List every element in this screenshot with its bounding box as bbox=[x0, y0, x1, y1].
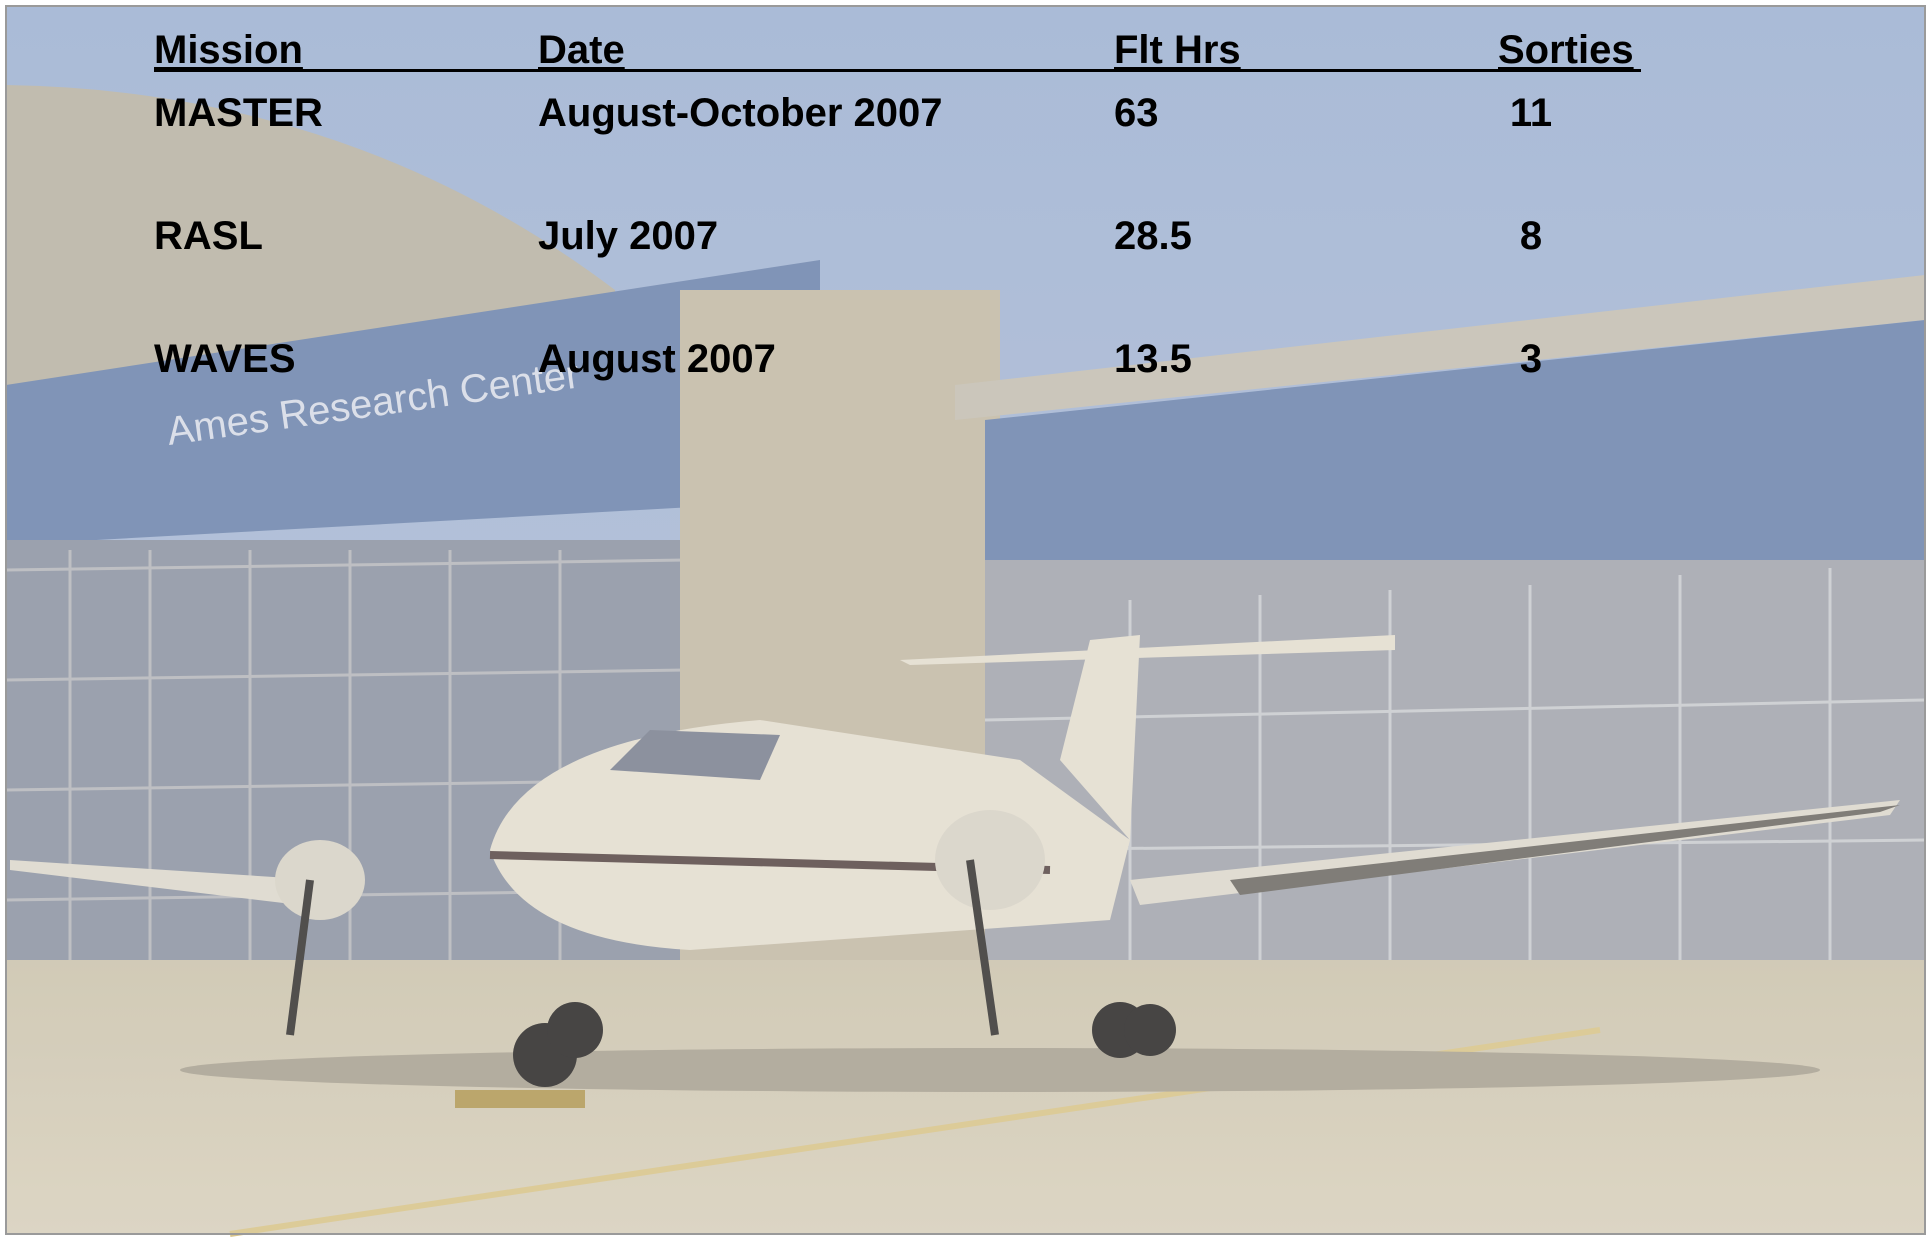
cell: 63 bbox=[1114, 93, 1159, 133]
cell: 28.5 bbox=[1114, 216, 1192, 256]
header-cell: Mission bbox=[154, 30, 303, 70]
cell: August-October 2007 bbox=[538, 93, 943, 133]
slide: Ames Research Center Mission Date Flt Hr… bbox=[0, 0, 1931, 1240]
cell: RASL bbox=[154, 216, 263, 256]
background-photo: Ames Research Center bbox=[0, 0, 1931, 1240]
cell: 11 bbox=[1510, 93, 1552, 133]
cell: August 2007 bbox=[538, 339, 776, 379]
cell: 3 bbox=[1520, 339, 1542, 379]
header-cell: Sorties bbox=[1498, 30, 1634, 70]
cell: 8 bbox=[1520, 216, 1542, 256]
header-rule bbox=[154, 69, 1641, 72]
cell: MASTER bbox=[154, 93, 323, 133]
cell: July 2007 bbox=[538, 216, 718, 256]
frame bbox=[6, 6, 1925, 1234]
cell: WAVES bbox=[154, 339, 296, 379]
header-cell: Date bbox=[538, 30, 625, 70]
cell: 13.5 bbox=[1114, 339, 1192, 379]
header-cell: Flt Hrs bbox=[1114, 30, 1241, 70]
